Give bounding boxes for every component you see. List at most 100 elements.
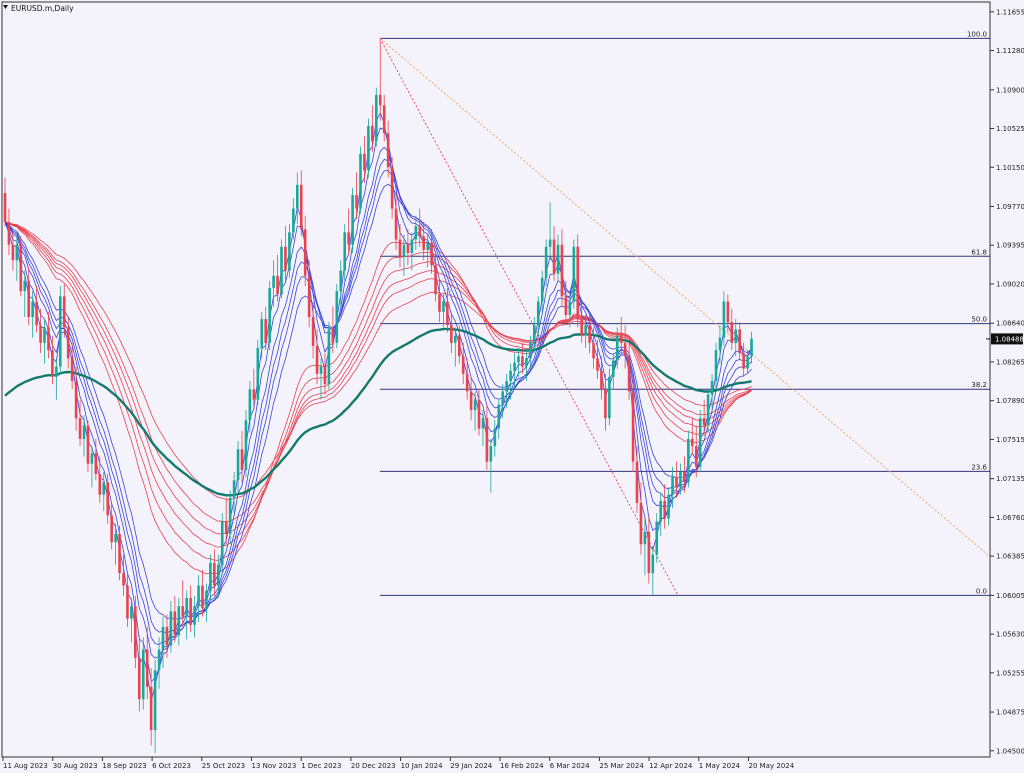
candle-body[interactable] (98, 474, 102, 495)
candle-body[interactable] (189, 597, 192, 625)
candle-body[interactable] (691, 438, 694, 447)
candle-body[interactable] (501, 391, 504, 405)
candle-body[interactable] (734, 329, 738, 343)
candle-body[interactable] (556, 244, 560, 274)
candle-body[interactable] (651, 554, 655, 574)
candle-body[interactable] (55, 366, 58, 377)
candle-body[interactable] (536, 301, 540, 326)
candle-body[interactable] (134, 606, 137, 658)
candle-body[interactable] (430, 242, 433, 266)
candle-body[interactable] (667, 494, 670, 519)
candle-body[interactable] (623, 342, 627, 357)
candle-body[interactable] (639, 502, 643, 545)
candle-body[interactable] (284, 246, 287, 271)
candle-body[interactable] (544, 246, 548, 278)
candle-body[interactable] (138, 657, 141, 700)
candle-body[interactable] (110, 515, 113, 543)
candle-body[interactable] (481, 418, 485, 429)
dropdown-triangle-icon[interactable] (3, 5, 8, 9)
candle-body[interactable] (177, 606, 181, 636)
candle-body[interactable] (43, 327, 46, 343)
candle-body[interactable] (509, 370, 512, 382)
candle-body[interactable] (750, 338, 753, 357)
candle-body[interactable] (730, 322, 734, 343)
candle-body[interactable] (560, 244, 564, 297)
candle-body[interactable] (513, 362, 516, 371)
candle-body[interactable] (714, 350, 718, 382)
candle-body[interactable] (339, 270, 343, 292)
candle-body[interactable] (355, 195, 358, 209)
candle-body[interactable] (493, 428, 497, 447)
candle-body[interactable] (59, 296, 62, 367)
candle-body[interactable] (438, 294, 441, 312)
candle-body[interactable] (698, 418, 702, 467)
candle-body[interactable] (564, 296, 568, 315)
candle-body[interactable] (612, 360, 615, 377)
candle-body[interactable] (90, 453, 94, 464)
candle-body[interactable] (161, 626, 165, 650)
candle-body[interactable] (141, 649, 145, 700)
candle-body[interactable] (122, 573, 125, 586)
candle-body[interactable] (335, 291, 339, 343)
candle-body[interactable] (410, 239, 414, 253)
candle-body[interactable] (288, 232, 291, 271)
candle-body[interactable] (296, 184, 299, 209)
candle-body[interactable] (244, 420, 248, 470)
candle-body[interactable] (303, 229, 307, 276)
candle-body[interactable] (264, 319, 267, 343)
candle-body[interactable] (315, 345, 319, 374)
candle-body[interactable] (580, 319, 583, 336)
candle-body[interactable] (426, 242, 429, 250)
candle-body[interactable] (228, 497, 232, 534)
candle-body[interactable] (276, 275, 279, 295)
candle-body[interactable] (224, 521, 228, 534)
candle-body[interactable] (193, 606, 196, 625)
candle-body[interactable] (608, 376, 611, 419)
candle-body[interactable] (473, 399, 477, 410)
candle-body[interactable] (477, 399, 481, 429)
candle-body[interactable] (742, 353, 745, 369)
candle-body[interactable] (23, 280, 27, 292)
candle-body[interactable] (706, 394, 710, 426)
candle-body[interactable] (19, 244, 23, 292)
candle-body[interactable] (66, 327, 70, 359)
candle-body[interactable] (525, 358, 528, 367)
candle-body[interactable] (248, 389, 252, 421)
candle-body[interactable] (517, 356, 520, 363)
candle-body[interactable] (663, 500, 666, 519)
candle-body[interactable] (378, 94, 382, 106)
candle-body[interactable] (252, 389, 256, 400)
candle-body[interactable] (3, 193, 7, 222)
candle-body[interactable] (78, 418, 82, 439)
candle-body[interactable] (489, 446, 493, 462)
candle-body[interactable] (35, 301, 38, 326)
candle-body[interactable] (359, 153, 362, 209)
candle-body[interactable] (454, 335, 457, 343)
candle-body[interactable] (576, 246, 580, 320)
candle-body[interactable] (619, 335, 623, 343)
candle-body[interactable] (157, 649, 161, 671)
candle-body[interactable] (280, 246, 283, 295)
candle-body[interactable] (675, 477, 678, 488)
candle-body[interactable] (347, 232, 350, 245)
candle-body[interactable] (367, 125, 370, 171)
candle-body[interactable] (375, 94, 378, 142)
candle-body[interactable] (465, 373, 469, 392)
candle-body[interactable] (627, 356, 631, 392)
candle-body[interactable] (529, 342, 532, 359)
candle-body[interactable] (461, 356, 465, 374)
candle-body[interactable] (102, 482, 106, 495)
candle-body[interactable] (145, 649, 149, 687)
candle-body[interactable] (398, 239, 402, 258)
candle-body[interactable] (213, 562, 216, 586)
candle-body[interactable] (126, 585, 129, 619)
candle-body[interactable] (292, 208, 295, 233)
candle-body[interactable] (457, 335, 461, 357)
candle-body[interactable] (94, 453, 98, 475)
candle-body[interactable] (236, 449, 240, 481)
candle-body[interactable] (386, 133, 390, 168)
candle-body[interactable] (540, 277, 544, 302)
candle-body[interactable] (307, 275, 311, 318)
candle-body[interactable] (568, 301, 572, 315)
candle-body[interactable] (710, 381, 714, 395)
